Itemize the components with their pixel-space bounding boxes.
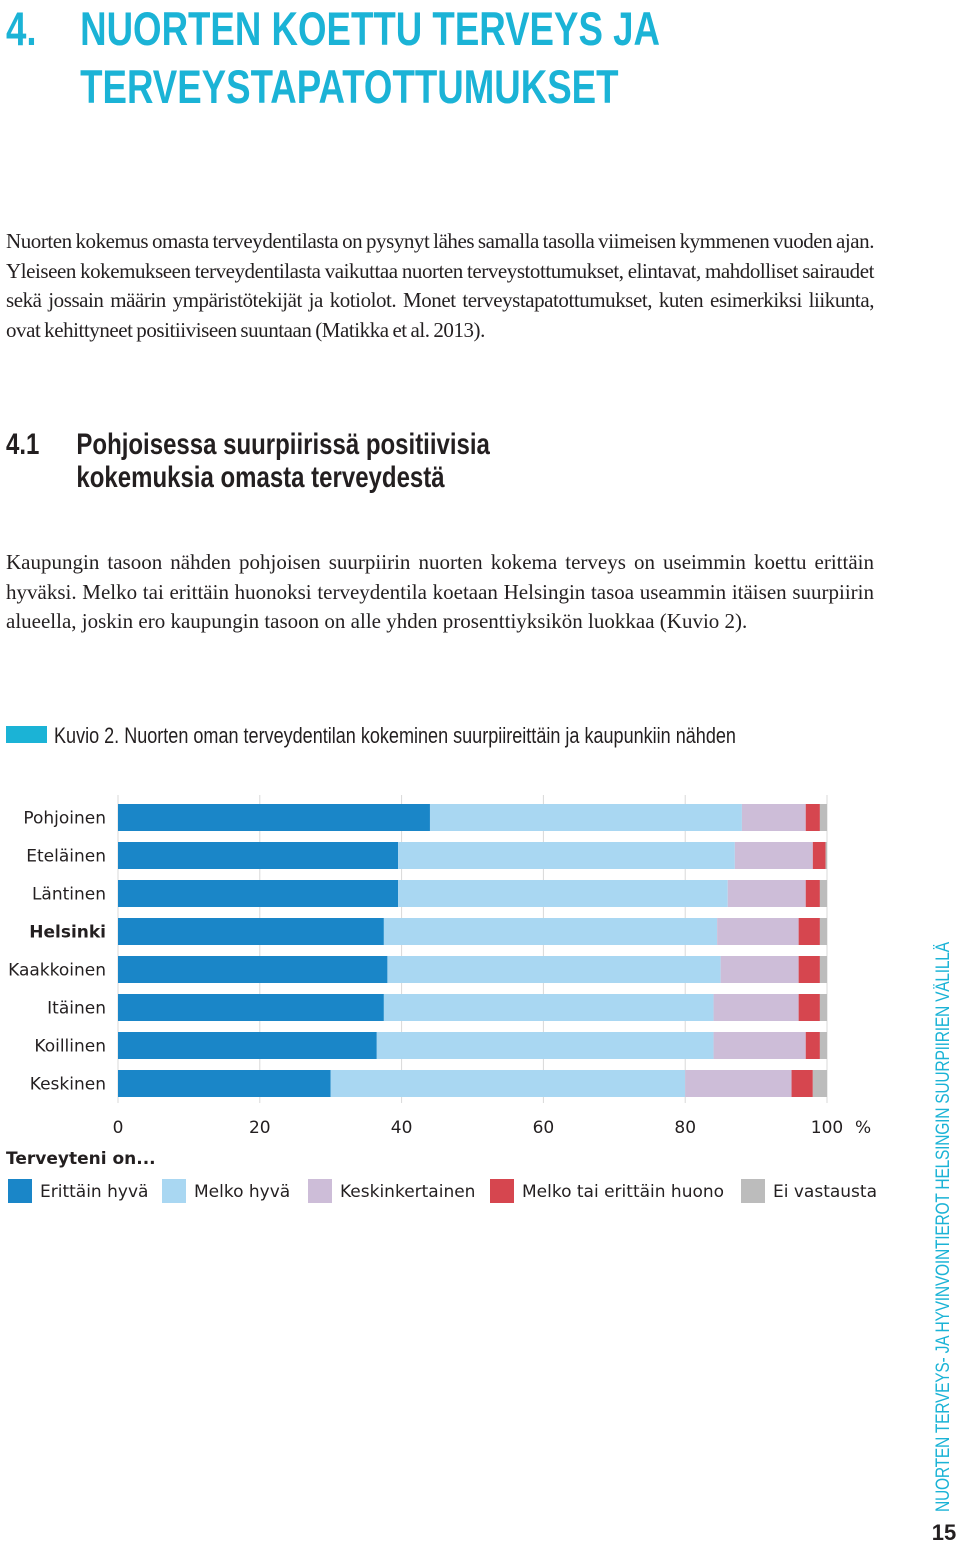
bar-segment xyxy=(118,880,399,907)
bar-segment xyxy=(727,880,806,907)
bar-segment xyxy=(812,1070,827,1097)
chapter-title-line2: TERVEYSTAPATOTTUMUKSET xyxy=(80,60,619,113)
bar-segment xyxy=(717,918,799,945)
chapter-heading: 4. NUORTEN KOETTU TERVEYS JA TERVEYSTAPAT… xyxy=(6,0,677,116)
bar-segment xyxy=(118,804,430,831)
bar-segment xyxy=(819,918,827,945)
intro-paragraph: Nuorten kokemus omasta terveydentilasta … xyxy=(6,229,874,342)
page-number: 15 xyxy=(931,1520,957,1545)
legend-swatch xyxy=(741,1179,765,1203)
category-label: Kaakkoinen xyxy=(8,961,106,981)
bar-segment xyxy=(387,956,721,983)
bar-segment xyxy=(741,804,806,831)
legend-label: Melko hyvä xyxy=(194,1182,290,1202)
chapter-title-line1: NUORTEN KOETTU TERVEYS JA xyxy=(80,2,660,55)
bar-segment xyxy=(798,956,820,983)
bar-segment xyxy=(398,842,735,869)
legend-label: Ei vastausta xyxy=(773,1182,877,1202)
section-heading: 4.1 Pohjoisessa suurpiirissä positiivisia… xyxy=(6,428,490,494)
category-label: Läntinen xyxy=(32,885,106,905)
bar-segment xyxy=(791,1070,813,1097)
legend-label: Keskinkertainen xyxy=(340,1182,475,1202)
bar-segment xyxy=(819,880,827,907)
caption-swatch xyxy=(6,726,47,743)
bar-segment xyxy=(805,804,820,831)
bar-segment xyxy=(819,956,827,983)
bar-segment xyxy=(825,842,827,869)
legend-swatch xyxy=(490,1179,514,1203)
bar-segment xyxy=(685,1070,792,1097)
category-label: Keskinen xyxy=(30,1075,106,1095)
chapter-number: 4. xyxy=(6,2,37,55)
bar-segment xyxy=(798,918,820,945)
figure-caption-text: Kuvio 2. Nuorten oman terveydentilan kok… xyxy=(54,723,736,748)
bar-segment xyxy=(805,1032,820,1059)
bar-segment xyxy=(118,1032,377,1059)
x-tick-label: 80 xyxy=(674,1118,696,1138)
bar-segment xyxy=(118,842,399,869)
legend-title: Terveyteni on... xyxy=(6,1149,156,1169)
bar-segment xyxy=(330,1070,686,1097)
bar-segment xyxy=(819,804,827,831)
bar-segment xyxy=(376,1032,714,1059)
bar-segment xyxy=(713,1032,806,1059)
category-label: Pohjoinen xyxy=(23,809,106,829)
bar-segment xyxy=(805,880,820,907)
bar-segment xyxy=(819,1032,827,1059)
x-tick-label: 60 xyxy=(533,1118,555,1138)
bar-segment xyxy=(812,842,826,869)
category-label: Itäinen xyxy=(47,999,106,1019)
side-running-title-text: NUORTEN TERVEYS- JA HYVINVOINTIEROT HELS… xyxy=(933,942,954,1512)
bar-segment xyxy=(118,994,384,1021)
bar-segment xyxy=(118,918,384,945)
bar-segment xyxy=(118,1070,331,1097)
legend-swatch xyxy=(8,1179,32,1203)
x-tick-label: 100 xyxy=(811,1118,843,1138)
stacked-bar-chart: Pohjoinen Eteläinen Läntinen Helsinki Kaakko… xyxy=(6,795,877,1203)
bar-segment xyxy=(713,994,799,1021)
bar-segment xyxy=(429,804,742,831)
bar-segment xyxy=(383,918,718,945)
x-tick-label: 40 xyxy=(391,1118,413,1138)
x-tick-label: 20 xyxy=(249,1118,271,1138)
legend-label: Melko tai erittäin huono xyxy=(522,1182,724,1202)
x-tick-label: 0 xyxy=(113,1118,124,1138)
category-label: Eteläinen xyxy=(26,847,106,867)
section-title-line1: Pohjoisessa suurpiirissä positiivisia xyxy=(76,428,490,461)
bar-segment xyxy=(720,956,799,983)
section-title-line2: kokemuksia omasta terveydestä xyxy=(76,461,445,494)
bar-segment xyxy=(398,880,728,907)
bar-segment xyxy=(819,994,827,1021)
side-running-title: NUORTEN TERVEYS- JA HYVINVOINTIEROT HELS… xyxy=(931,942,957,1512)
bar-segment xyxy=(734,842,813,869)
bar-segment xyxy=(798,994,820,1021)
bar-segment xyxy=(383,994,714,1021)
section-paragraph: Kaupungin tasoon nähden pohjoisen suurpi… xyxy=(6,550,874,633)
x-unit-label: % xyxy=(855,1118,871,1138)
category-label: Helsinki xyxy=(29,923,106,943)
category-label: Koillinen xyxy=(34,1037,106,1057)
legend-swatch xyxy=(308,1179,332,1203)
bar-segment xyxy=(118,956,388,983)
legend-label: Erittäin hyvä xyxy=(40,1182,148,1202)
legend-swatch xyxy=(162,1179,186,1203)
section-number: 4.1 xyxy=(6,428,40,461)
